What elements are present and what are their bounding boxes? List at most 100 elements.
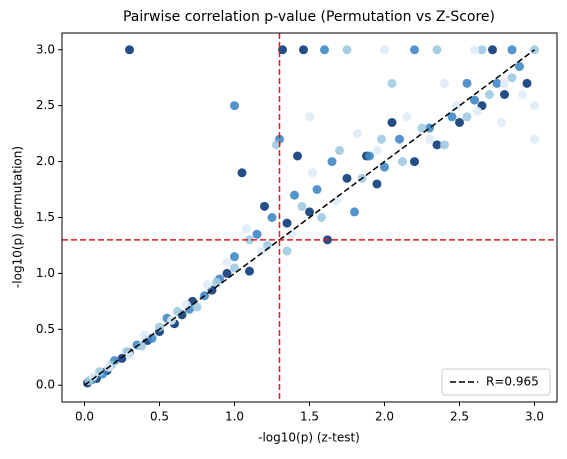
y-axis-label: -log10(p) (permutation) bbox=[11, 146, 25, 288]
point bbox=[488, 45, 497, 55]
point bbox=[470, 45, 479, 55]
point bbox=[497, 117, 506, 127]
point bbox=[353, 129, 362, 139]
point bbox=[245, 266, 254, 276]
x-tick-label: 1.0 bbox=[225, 410, 244, 424]
point bbox=[155, 322, 164, 332]
point bbox=[492, 78, 502, 88]
x-tick-label: 3.0 bbox=[525, 410, 544, 424]
x-axis-label: -log10(p) (z-test) bbox=[258, 431, 360, 445]
point bbox=[332, 196, 341, 206]
point bbox=[257, 246, 266, 256]
point bbox=[192, 302, 202, 312]
point bbox=[203, 280, 212, 290]
point bbox=[372, 145, 382, 155]
point bbox=[530, 45, 539, 55]
y-tick-label: 1.0 bbox=[36, 266, 55, 280]
point bbox=[222, 257, 232, 267]
point bbox=[320, 45, 329, 55]
point bbox=[308, 168, 317, 178]
point bbox=[140, 330, 149, 340]
point bbox=[267, 213, 277, 222]
point bbox=[372, 179, 382, 189]
point bbox=[125, 350, 134, 360]
x-tick-label: 0.5 bbox=[150, 410, 169, 424]
point bbox=[287, 229, 296, 239]
y-tick-label: 3.0 bbox=[36, 42, 55, 56]
point bbox=[305, 112, 314, 122]
point bbox=[305, 207, 314, 217]
x-tick-label: 0.0 bbox=[75, 410, 94, 424]
point bbox=[515, 62, 524, 72]
point bbox=[473, 106, 482, 116]
point bbox=[230, 101, 239, 111]
point bbox=[222, 268, 232, 278]
point bbox=[455, 117, 464, 127]
point bbox=[260, 201, 269, 211]
point bbox=[485, 90, 494, 99]
fit-line bbox=[84, 49, 535, 386]
point bbox=[230, 263, 239, 273]
point bbox=[290, 190, 299, 200]
legend-box bbox=[441, 368, 551, 396]
point bbox=[182, 300, 191, 310]
point bbox=[377, 134, 386, 144]
point bbox=[212, 277, 221, 287]
point bbox=[500, 78, 509, 88]
point bbox=[230, 252, 239, 262]
point bbox=[440, 78, 449, 88]
point bbox=[282, 246, 292, 256]
point bbox=[432, 140, 442, 150]
x-tick-label: 1.5 bbox=[300, 410, 319, 424]
y-tick-label: 2.0 bbox=[36, 154, 55, 168]
point bbox=[432, 45, 442, 55]
y-tick-label: 1.5 bbox=[36, 210, 55, 224]
point bbox=[447, 112, 457, 122]
y-tick-label: 2.5 bbox=[36, 98, 55, 112]
point bbox=[387, 117, 397, 127]
point bbox=[137, 341, 146, 351]
point bbox=[462, 112, 472, 122]
chart-title: Pairwise correlation p-value (Permutatio… bbox=[123, 9, 495, 25]
point bbox=[380, 162, 389, 172]
point bbox=[125, 45, 134, 55]
point bbox=[507, 73, 517, 83]
point bbox=[417, 123, 427, 133]
point bbox=[245, 235, 254, 245]
point bbox=[477, 45, 487, 55]
point bbox=[425, 134, 434, 144]
x-tick-label: 2.0 bbox=[375, 410, 394, 424]
point bbox=[350, 207, 359, 217]
point bbox=[317, 213, 326, 222]
point bbox=[342, 45, 352, 55]
point bbox=[342, 173, 352, 183]
point bbox=[398, 157, 407, 167]
point bbox=[242, 224, 251, 234]
point bbox=[327, 157, 337, 167]
point bbox=[297, 201, 307, 211]
point bbox=[387, 78, 397, 88]
legend: R=0.965 bbox=[441, 368, 551, 396]
point bbox=[312, 185, 322, 195]
y-tick-label: 0.0 bbox=[36, 378, 55, 392]
point bbox=[299, 45, 308, 55]
y-tick-label: 0.5 bbox=[36, 322, 55, 336]
point bbox=[530, 134, 539, 144]
point bbox=[89, 371, 98, 381]
point bbox=[440, 140, 449, 150]
point bbox=[335, 145, 344, 155]
x-tick-label: 2.5 bbox=[450, 410, 469, 424]
point bbox=[410, 45, 419, 55]
point bbox=[237, 168, 247, 178]
point bbox=[522, 78, 532, 88]
point bbox=[252, 229, 262, 239]
point bbox=[282, 218, 292, 228]
point bbox=[530, 101, 539, 111]
point bbox=[402, 112, 412, 122]
point bbox=[470, 95, 479, 105]
point bbox=[293, 151, 302, 161]
point bbox=[507, 45, 517, 55]
point bbox=[452, 101, 461, 111]
point bbox=[462, 78, 472, 88]
